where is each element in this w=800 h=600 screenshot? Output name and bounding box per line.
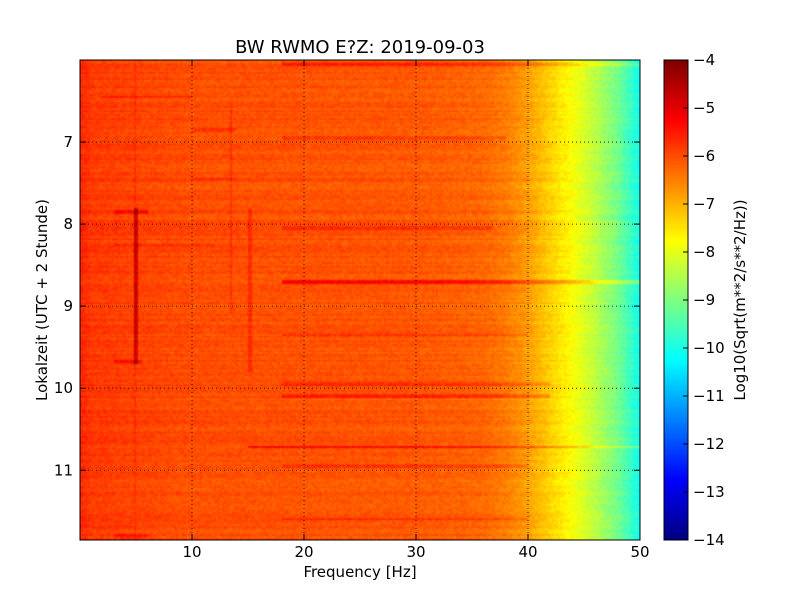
colorbar-tick-label: −6 [693,147,715,165]
colorbar-tick-label: −11 [693,387,725,405]
colorbar-tick-label: −12 [693,435,725,453]
grid-lines [80,60,640,540]
colorbar-tick-label: −14 [693,531,725,549]
x-tick-label: 40 [518,543,537,561]
colorbar-tick-label: −7 [693,195,715,213]
colorbar-label: Log10(Sqrt(m**2/s**2/Hz)) [731,199,749,400]
chart-title: BW RWMO E?Z: 2019-09-03 [235,37,485,58]
colorbar-tick-label: −5 [693,99,715,117]
y-tick-label: 9 [63,297,73,315]
colorbar-tick-label: −8 [693,243,715,261]
y-tick-label: 7 [63,133,73,151]
y-axis-label: Lokalzeit (UTC + 2 Stunde) [33,199,51,401]
colorbar-ticks: −4 −5 −6 −7 −8 −9 −10 −11 −12 −13 −14 [683,51,725,549]
y-tick-label: 8 [63,215,73,233]
spectrogram-heatmap [80,60,640,540]
x-axis-label: Frequency [Hz] [303,563,416,581]
colorbar-tick-label: −13 [693,483,725,501]
spectrogram-image [80,60,640,540]
y-tick-label: 10 [54,379,73,397]
colorbar-tick-label: −10 [693,339,725,357]
colorbar-tick-label: −4 [693,51,715,69]
x-tick-label: 30 [406,543,425,561]
x-tick-label: 10 [182,543,201,561]
plot-frame [79,59,641,541]
x-tick-label: 50 [630,543,649,561]
y-tick-label: 11 [54,461,73,479]
colorbar: −4 −5 −6 −7 −8 −9 −10 −11 −12 −13 −14 Log10(Sqrt(m… [663,51,749,549]
x-tick-label: 20 [294,543,313,561]
y-axis-ticks: 7 8 9 10 11 [54,133,640,479]
x-axis-ticks: 10 20 30 40 50 [182,60,650,561]
colorbar-tick-label: −9 [693,291,715,309]
